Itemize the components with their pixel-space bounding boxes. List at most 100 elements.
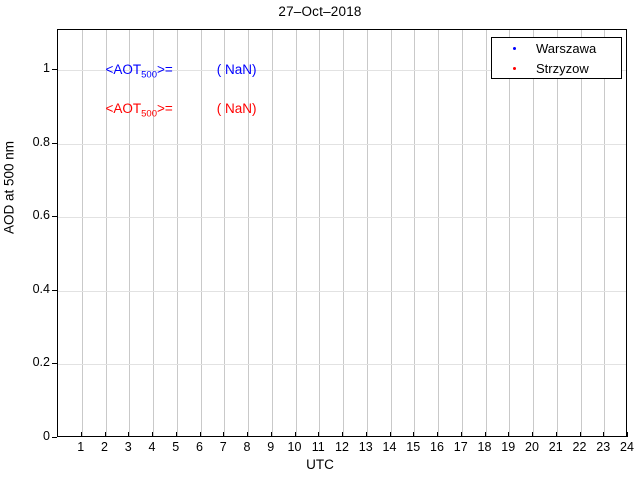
- annotation-subscript: 500: [141, 108, 157, 120]
- gridline-horizontal: [58, 364, 626, 366]
- gridline-vertical: [343, 30, 344, 436]
- x-tick: [318, 432, 320, 437]
- annotation-value: ( NaN): [216, 62, 257, 78]
- y-tick-label: 0.6: [32, 208, 50, 223]
- gridline-vertical: [556, 30, 558, 436]
- gridline-vertical: [461, 30, 463, 436]
- legend-marker-icon: [492, 67, 536, 70]
- x-tick-label: 12: [335, 440, 349, 454]
- x-tick-label: 5: [172, 440, 180, 454]
- gridline-vertical: [438, 30, 439, 436]
- legend[interactable]: Warszawa Strzyzow: [491, 37, 622, 79]
- x-tick: [342, 432, 343, 437]
- y-tick-label: 1: [43, 61, 50, 76]
- x-tick: [104, 432, 106, 437]
- y-tick-label: 0.8: [32, 134, 50, 149]
- x-tick: [365, 432, 367, 437]
- x-tick: [627, 432, 628, 437]
- x-tick: [413, 432, 415, 437]
- gridline-vertical: [248, 30, 249, 436]
- x-tick-label: 4: [148, 440, 156, 454]
- annotation-strzyzow-mean: <AOT500>= ( NaN): [106, 102, 257, 119]
- x-tick: [532, 432, 533, 437]
- gridline-vertical: [271, 30, 273, 436]
- x-tick-label: 20: [525, 440, 539, 454]
- y-tick: [52, 289, 57, 291]
- x-tick-label: 13: [358, 440, 373, 454]
- annotation-suffix: >=: [157, 101, 173, 117]
- y-axis-label: AOD at 500 nm: [1, 140, 17, 235]
- gridline-vertical: [224, 30, 226, 436]
- x-tick: [247, 432, 248, 437]
- x-tick: [508, 432, 510, 437]
- x-tick: [199, 432, 201, 437]
- x-tick-label: 24: [620, 440, 634, 454]
- gridline-vertical: [176, 30, 178, 436]
- legend-item-warszawa[interactable]: Warszawa: [492, 38, 623, 59]
- x-tick-label: 23: [596, 440, 611, 454]
- gridline-horizontal: [58, 143, 626, 145]
- gridline-vertical: [580, 30, 582, 436]
- gridline-horizontal: [58, 70, 626, 72]
- x-tick-label: 3: [124, 440, 132, 454]
- x-tick-label: 16: [430, 440, 444, 454]
- annotation-subscript: 500: [141, 70, 157, 82]
- x-tick-label: 17: [453, 440, 468, 454]
- gridline-vertical: [129, 30, 131, 436]
- gridline-vertical: [366, 30, 368, 436]
- y-tick: [52, 437, 57, 438]
- x-tick: [175, 432, 177, 437]
- legend-label: Strzyzow: [536, 61, 589, 76]
- gridline-vertical: [509, 30, 511, 436]
- y-tick: [52, 142, 57, 144]
- plot-area[interactable]: <AOT500>=( NaN) <AOT500>=( NaN): [57, 29, 627, 437]
- gridline-horizontal: [58, 217, 626, 219]
- x-tick: [80, 432, 82, 437]
- gridline-vertical: [105, 30, 107, 436]
- legend-marker-icon: [492, 47, 536, 50]
- x-tick-label: 9: [267, 440, 275, 454]
- annotation-prefix: <AOT: [105, 101, 142, 117]
- x-tick: [484, 432, 486, 437]
- x-tick-label: 2: [101, 440, 108, 454]
- x-tick: [152, 432, 153, 437]
- gridline-vertical: [533, 30, 534, 436]
- y-tick-label: 0.4: [32, 281, 50, 296]
- legend-item-strzyzow[interactable]: Strzyzow: [492, 58, 623, 79]
- y-axis-tick-labels: 0 0.2 0.4 0.6 0.8 1: [0, 0, 50, 480]
- x-tick-label: 8: [243, 440, 251, 454]
- y-tick: [52, 363, 57, 365]
- x-axis-label: UTC: [306, 457, 334, 472]
- page-title: 27–Oct–2018: [278, 4, 362, 19]
- x-tick: [555, 432, 557, 437]
- x-tick: [270, 432, 272, 437]
- gridline-vertical: [390, 30, 392, 436]
- y-tick-label: 0.2: [32, 355, 50, 370]
- x-tick-label: 22: [572, 440, 587, 454]
- gridline-vertical: [200, 30, 202, 436]
- x-tick-label: 19: [501, 440, 516, 454]
- x-tick-label: 7: [219, 440, 227, 454]
- gridline-horizontal: [58, 290, 626, 292]
- gridline-vertical: [81, 30, 83, 436]
- x-tick-label: 10: [287, 440, 302, 454]
- dot-icon: [512, 47, 516, 50]
- x-tick-label: 14: [382, 440, 397, 454]
- x-tick-label: 11: [311, 440, 325, 454]
- gridline-vertical: [319, 30, 321, 436]
- x-tick-label: 6: [196, 440, 203, 454]
- y-tick: [52, 69, 57, 71]
- x-tick: [437, 432, 438, 437]
- dot-icon: [512, 67, 516, 70]
- x-tick: [389, 432, 391, 437]
- x-tick: [460, 432, 462, 437]
- x-tick-label: 1: [77, 440, 85, 454]
- legend-label: Warszawa: [536, 41, 597, 56]
- x-tick-label: 15: [406, 440, 421, 454]
- annotation-value: ( NaN): [216, 101, 257, 117]
- gridline-vertical: [414, 30, 416, 436]
- gridline-vertical: [604, 30, 606, 436]
- y-tick-label: 0: [43, 429, 50, 443]
- gridline-vertical: [153, 30, 154, 436]
